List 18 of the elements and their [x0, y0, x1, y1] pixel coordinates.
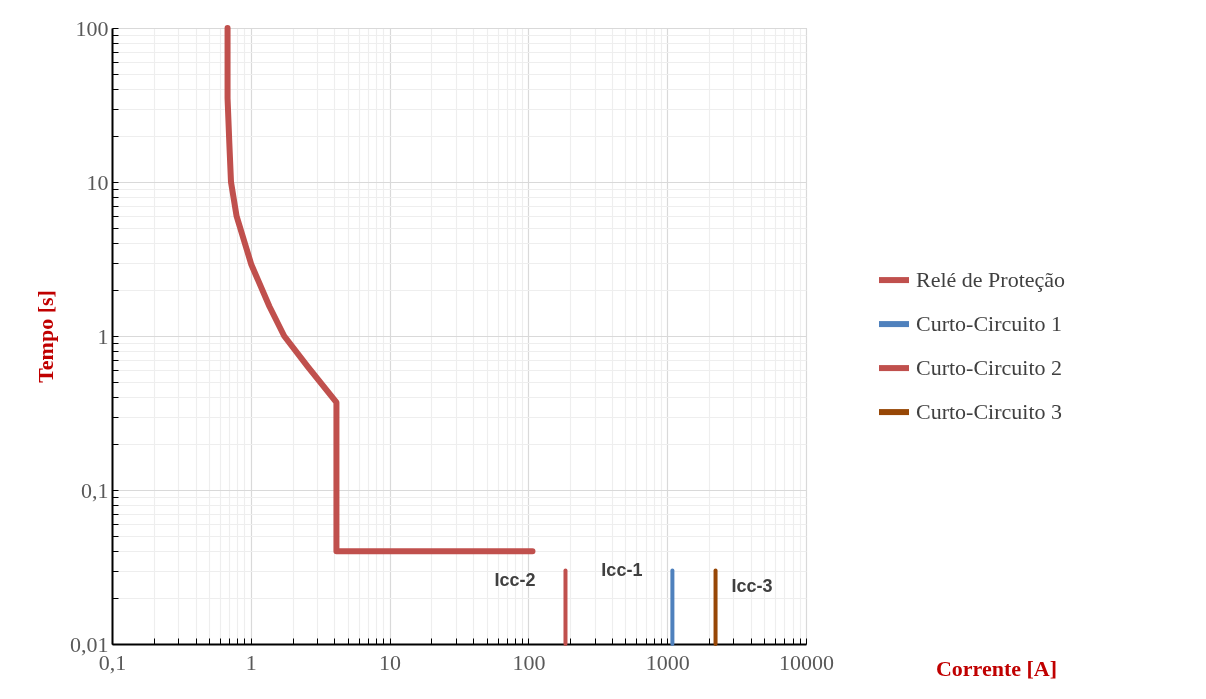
annotation: Icc-1 — [601, 559, 643, 580]
legend-label: Relé de Proteção — [916, 267, 1066, 293]
x-tick-label: 1 — [245, 649, 257, 675]
x-axis-title: Corrente [A] — [935, 655, 1058, 681]
legend-label: Curto-Circuito 3 — [916, 399, 1063, 425]
x-tick-label: 100 — [512, 649, 546, 675]
y-tick-label: 10 — [86, 169, 109, 195]
x-tick-label: 10 — [379, 649, 402, 675]
y-tick-label: 1 — [97, 323, 109, 349]
annotation: Icc-2 — [494, 569, 536, 590]
annotation: Icc-3 — [731, 575, 773, 596]
y-axis-title: Tempo [s] — [33, 290, 58, 383]
y-tick-label: 0,1 — [81, 477, 109, 503]
legend-label: Curto-Circuito 2 — [916, 355, 1063, 381]
x-tick-label: 1000 — [645, 649, 690, 675]
y-tick-label: 100 — [75, 15, 109, 41]
x-tick-label: 10000 — [779, 649, 834, 675]
legend-label: Curto-Circuito 1 — [916, 311, 1063, 337]
